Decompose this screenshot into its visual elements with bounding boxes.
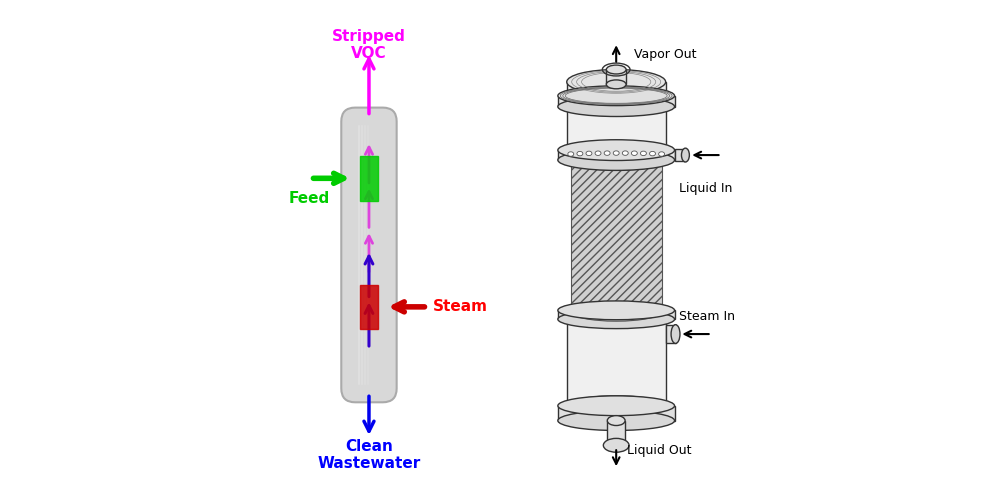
- Ellipse shape: [558, 140, 675, 160]
- Text: Liquid In: Liquid In: [679, 182, 732, 194]
- Ellipse shape: [607, 416, 625, 426]
- Ellipse shape: [567, 86, 666, 105]
- Ellipse shape: [558, 150, 675, 171]
- Bar: [558, 406, 675, 420]
- Bar: [558, 310, 675, 319]
- Bar: [360, 284, 378, 329]
- Bar: [567, 82, 666, 96]
- Ellipse shape: [567, 150, 666, 170]
- Bar: [558, 150, 675, 160]
- Ellipse shape: [567, 302, 666, 322]
- Text: Liquid Out: Liquid Out: [627, 444, 691, 457]
- Ellipse shape: [567, 70, 666, 94]
- Text: Vapor Out: Vapor Out: [634, 48, 697, 61]
- Text: Stripped
VOC: Stripped VOC: [332, 28, 406, 61]
- Text: Steam In: Steam In: [679, 310, 735, 324]
- Ellipse shape: [558, 396, 675, 415]
- Bar: [571, 161, 662, 312]
- Bar: [558, 96, 675, 106]
- Bar: [607, 420, 625, 446]
- Bar: [567, 312, 666, 406]
- Ellipse shape: [613, 151, 619, 156]
- Ellipse shape: [568, 152, 574, 156]
- Bar: [360, 156, 378, 200]
- Ellipse shape: [659, 152, 665, 156]
- Ellipse shape: [586, 151, 592, 156]
- Ellipse shape: [603, 438, 629, 452]
- Ellipse shape: [567, 97, 666, 116]
- Ellipse shape: [607, 440, 625, 450]
- Bar: [666, 325, 676, 343]
- Ellipse shape: [558, 96, 675, 116]
- Ellipse shape: [681, 148, 689, 162]
- Bar: [606, 70, 626, 84]
- Ellipse shape: [595, 151, 601, 156]
- Ellipse shape: [558, 86, 675, 106]
- Ellipse shape: [558, 410, 675, 430]
- Ellipse shape: [567, 396, 666, 415]
- Bar: [567, 106, 666, 160]
- FancyBboxPatch shape: [341, 108, 397, 403]
- Ellipse shape: [671, 324, 680, 344]
- Bar: [675, 149, 685, 161]
- Ellipse shape: [604, 151, 610, 156]
- Ellipse shape: [650, 152, 655, 156]
- Ellipse shape: [622, 151, 628, 156]
- Ellipse shape: [558, 310, 675, 328]
- Ellipse shape: [606, 65, 626, 74]
- Ellipse shape: [640, 151, 646, 156]
- Text: Feed: Feed: [289, 190, 330, 206]
- Text: Steam: Steam: [433, 300, 488, 314]
- Text: Clean
Wastewater: Clean Wastewater: [317, 439, 421, 472]
- Ellipse shape: [571, 152, 662, 171]
- Ellipse shape: [577, 152, 583, 156]
- Ellipse shape: [558, 301, 675, 320]
- Ellipse shape: [606, 80, 626, 89]
- Ellipse shape: [571, 302, 662, 321]
- Ellipse shape: [631, 151, 637, 156]
